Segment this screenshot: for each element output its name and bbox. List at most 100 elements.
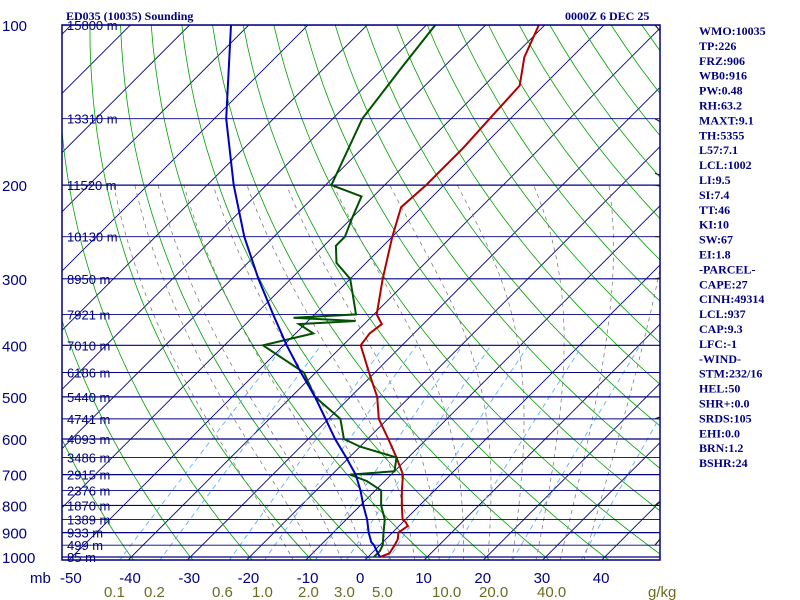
- height-label: 6186 m: [67, 366, 110, 381]
- barb-flag: [665, 46, 673, 52]
- pressure-tick-label: 500: [2, 390, 27, 407]
- isotherm-line: [364, 264, 660, 560]
- mixing-ratio-tick-label: 40.0: [537, 584, 566, 600]
- index-entry: WMO:10035: [699, 24, 766, 38]
- moist-adiabat: [533, 184, 565, 560]
- temperature-tick-label: -20: [238, 570, 260, 587]
- barb-flag: [674, 182, 677, 191]
- pressure-tick-label: 300: [2, 272, 27, 289]
- height-label: 85 m: [67, 550, 96, 565]
- sounding-traces: [225, 25, 540, 558]
- isotherm-line: [62, 25, 546, 509]
- mixing-ratio-line: [263, 345, 418, 560]
- index-entry: CAP:9.3: [699, 322, 743, 336]
- mixing-ratio-line: [447, 345, 583, 560]
- barb-flag: [681, 190, 683, 200]
- mixing-ratio-tick-label: 0.6: [212, 584, 233, 600]
- plot-frame: [61, 24, 661, 561]
- isotherm-line: [62, 25, 487, 450]
- height-label: 8950 m: [67, 272, 110, 287]
- temperature-tick-label: -40: [119, 570, 141, 587]
- index-entry: CINH:49314: [699, 292, 764, 306]
- temperature-tick-label: -10: [297, 570, 319, 587]
- index-entry: WB0:916: [699, 69, 747, 83]
- stability-indices-panel: WMO:10035TP:226FRZ:906WB0:916PW:0.48RH:6…: [699, 24, 766, 470]
- pressure-tick-label: 100: [2, 18, 27, 35]
- barb-staff: [654, 118, 660, 123]
- moist-adiabat: [246, 184, 416, 560]
- height-label: 499 m: [67, 538, 103, 553]
- chart-title: ED035 (10035) Sounding: [66, 9, 193, 23]
- height-label: 2915 m: [67, 468, 110, 483]
- index-entry: SHR+:0.0: [699, 397, 750, 411]
- index-entry: TH:5355: [699, 128, 744, 142]
- mixing-ratio-line: [119, 345, 285, 560]
- barb-flag: [670, 180, 673, 189]
- dry-adiabat: [62, 438, 134, 560]
- isotherm-line: [62, 25, 368, 331]
- moist-adiabat: [389, 184, 492, 560]
- mixing-ratio-line: [159, 345, 322, 560]
- isotherm-line: [62, 25, 250, 213]
- barb-half-flag: [668, 179, 670, 184]
- barb-flag: [676, 487, 682, 495]
- index-entry: LCL:1002: [699, 158, 752, 172]
- frame-border: [61, 24, 661, 561]
- isotherm-line: [423, 323, 660, 560]
- barb-flag: [674, 133, 679, 142]
- index-entry: -PARCEL-: [699, 262, 755, 276]
- pressure-tick-label: 200: [2, 178, 27, 195]
- mixing-ratio-line: [228, 345, 386, 560]
- isotherm-line: [127, 27, 660, 560]
- parcel-trace: [225, 25, 381, 558]
- barb-half-flag: [671, 276, 672, 281]
- index-entry: SI:7.4: [699, 188, 729, 202]
- wind-barb: [654, 118, 679, 142]
- index-entry: LI:9.5: [699, 173, 731, 187]
- index-entry: TT:46: [699, 203, 730, 217]
- wind-barb: [654, 25, 673, 52]
- moist-adiabat: [559, 185, 614, 560]
- barb-flag: [677, 189, 679, 199]
- height-label: 4093 m: [67, 432, 110, 447]
- index-entry: FRZ:906: [699, 54, 745, 68]
- barb-half-flag: [673, 131, 676, 135]
- index-entry: SRDS:105: [699, 411, 752, 425]
- height-label: 7921 m: [67, 307, 110, 322]
- height-label: 3486 m: [67, 450, 110, 465]
- moist-adiabat: [157, 185, 343, 560]
- height-label: 1389 m: [67, 512, 110, 527]
- index-entry: BRN:1.2: [699, 441, 743, 455]
- isotherm-line: [305, 205, 660, 560]
- barb-flag: [683, 274, 685, 284]
- isotherm-line: [62, 25, 309, 272]
- index-entry: STM:232/16: [699, 367, 762, 381]
- height-label: 11520 m: [67, 178, 117, 193]
- barb-flag: [679, 275, 681, 285]
- isotherm-line: [62, 25, 428, 391]
- pressure-tick-label: 1000: [2, 550, 35, 567]
- temperature-tick-label: 30: [534, 570, 551, 587]
- isotherm-lines: [62, 25, 660, 560]
- temperature-tick-label: 10: [415, 570, 432, 587]
- index-entry: EHI:0.0: [699, 426, 740, 440]
- valid-time: 0000Z 6 DEC 25: [565, 9, 649, 23]
- isotherm-line: [186, 86, 660, 560]
- index-entry: PW:0.48: [699, 84, 743, 98]
- moist-adiabat: [134, 185, 318, 560]
- barb-staff: [654, 500, 660, 506]
- index-entry: -WIND-: [699, 352, 741, 366]
- pressure-unit-label: mb: [30, 570, 51, 587]
- mixing-ratio-unit-label: g/kg: [648, 584, 676, 600]
- moist-adiabat: [286, 184, 440, 560]
- moist-adiabat: [456, 184, 525, 560]
- mixing-ratio-tick-label: 0.1: [104, 584, 125, 600]
- height-label: 5440 m: [67, 390, 110, 405]
- isotherm-line: [68, 25, 605, 560]
- index-entry: KI:10: [699, 218, 729, 232]
- mixing-ratio-line: [580, 416, 660, 560]
- isotherm-line: [245, 145, 660, 560]
- barb-flag: [678, 183, 681, 192]
- barb-flag: [673, 189, 675, 199]
